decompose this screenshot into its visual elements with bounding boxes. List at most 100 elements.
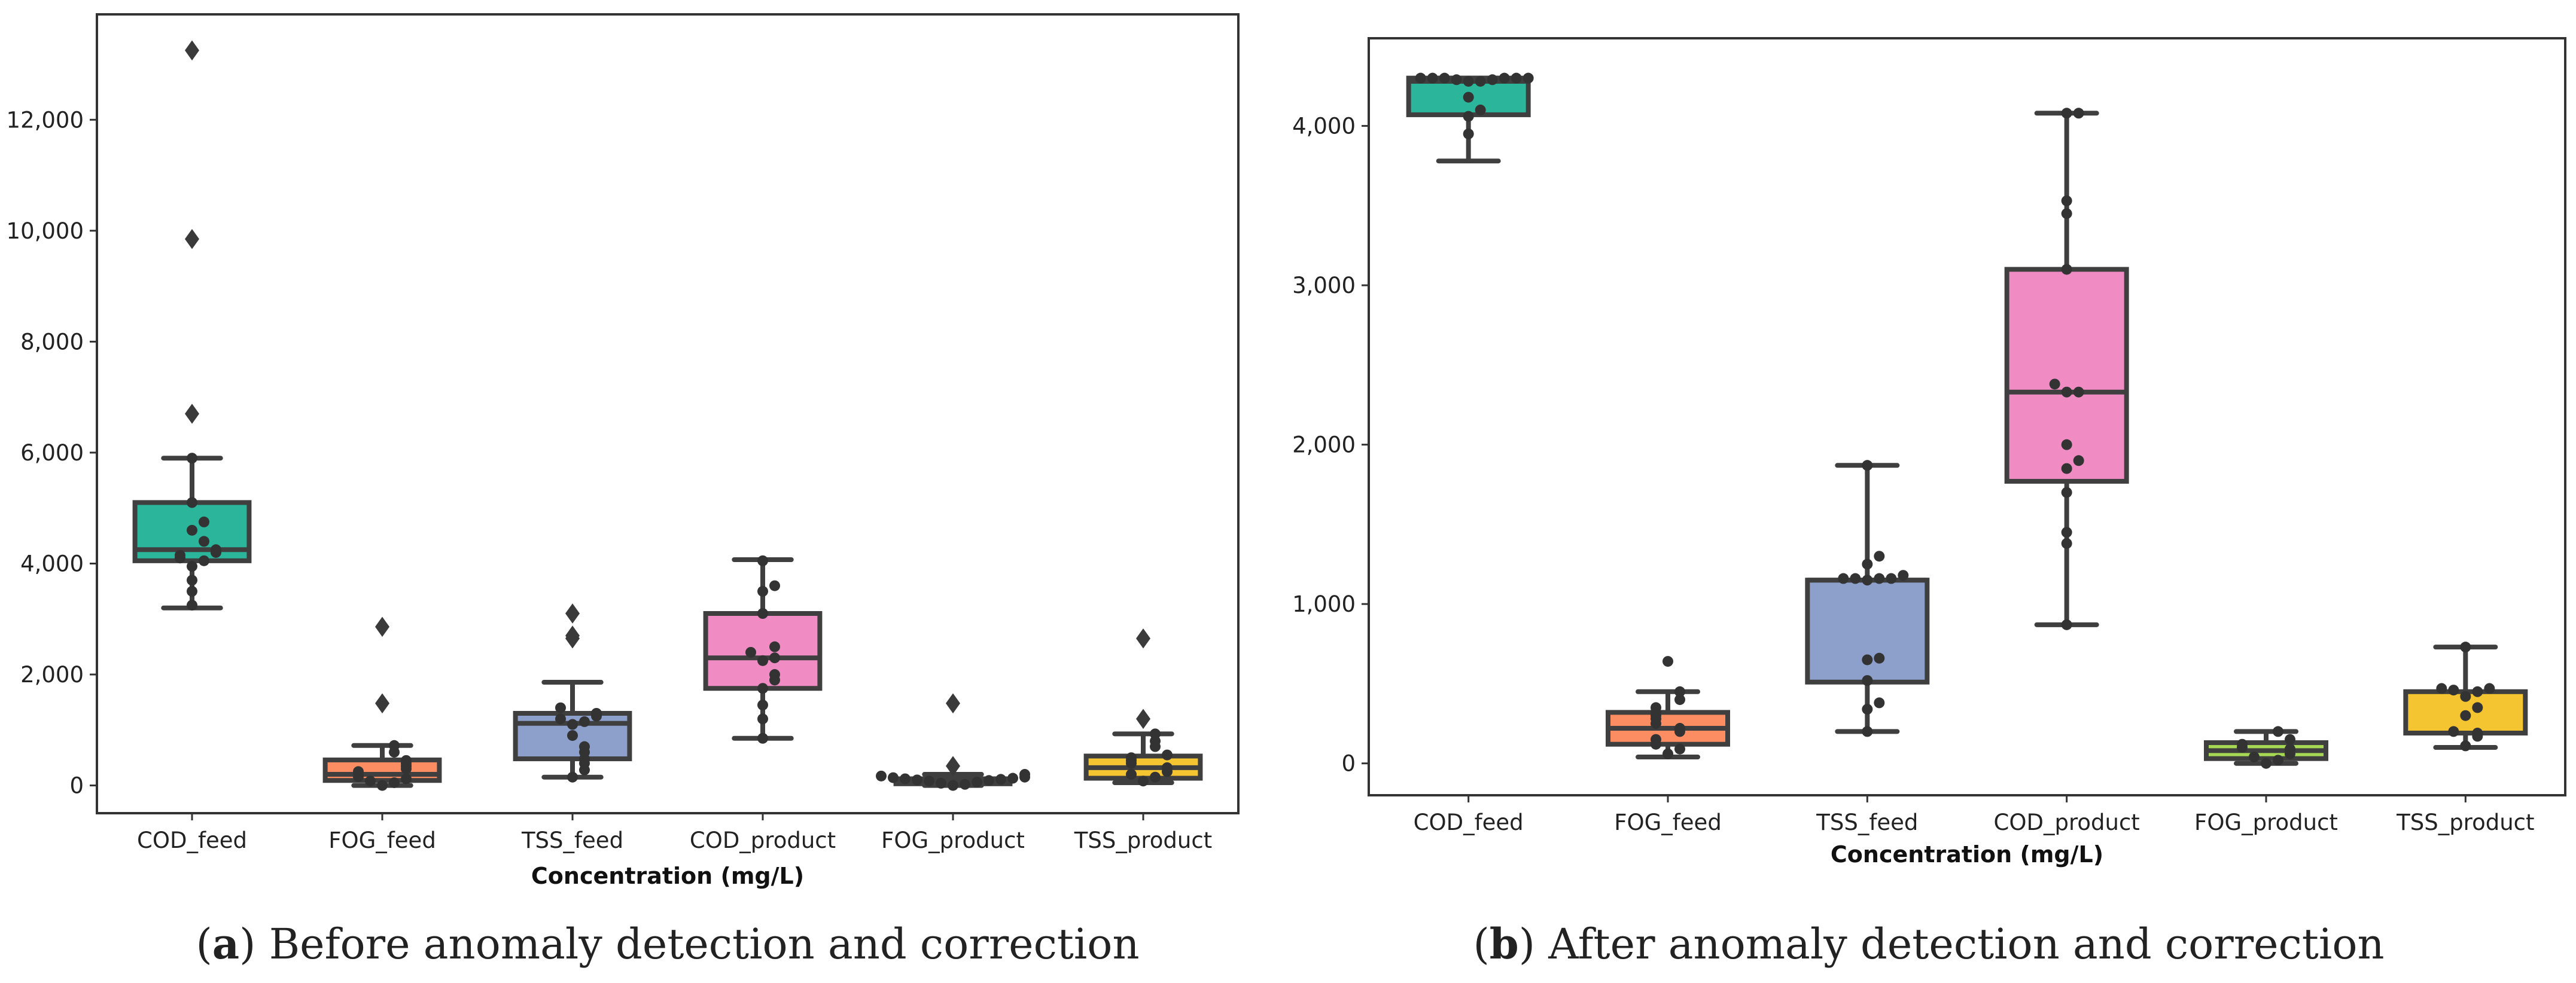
box-FOG_feed <box>322 616 442 791</box>
data-point <box>2061 538 2072 549</box>
data-point <box>900 773 911 784</box>
data-point <box>389 777 400 788</box>
data-point <box>2448 685 2459 696</box>
y-tick-label: 1,000 <box>1292 591 1356 617</box>
data-point <box>757 700 768 711</box>
data-point <box>1463 128 1474 139</box>
data-point <box>1862 558 1873 570</box>
data-point <box>2049 378 2060 390</box>
data-point <box>1838 573 1849 584</box>
data-point <box>187 575 197 586</box>
data-point <box>2261 758 2271 769</box>
data-point <box>769 652 780 664</box>
data-point <box>2273 726 2283 737</box>
box-COD_feed <box>1406 72 1534 164</box>
data-point <box>1126 769 1137 780</box>
outlier-marker <box>185 404 199 424</box>
box-TSS_feed <box>1805 460 1930 737</box>
data-point <box>2061 264 2072 275</box>
outlier-marker <box>946 693 960 714</box>
data-point <box>1463 75 1474 87</box>
data-point <box>567 719 578 730</box>
data-point <box>1415 72 1426 84</box>
data-point <box>1126 752 1137 764</box>
data-point <box>2061 208 2072 219</box>
y-tick-label: 3,000 <box>1292 273 1356 298</box>
data-point <box>199 536 209 547</box>
data-point <box>1662 748 1673 759</box>
data-point <box>1862 704 1873 715</box>
data-point <box>1674 686 1685 697</box>
data-point <box>1138 776 1149 787</box>
y-tick-label: 6,000 <box>20 440 84 466</box>
panel-b-caption-letter: b <box>1490 919 1519 969</box>
data-point <box>187 453 197 464</box>
data-point <box>936 777 946 789</box>
data-point <box>1674 723 1685 734</box>
data-point <box>2285 743 2295 755</box>
data-point <box>745 646 756 658</box>
data-point <box>1451 74 1462 86</box>
data-point <box>2460 691 2471 702</box>
data-point <box>1874 697 1885 709</box>
data-point <box>1523 72 1534 84</box>
data-point <box>389 740 400 751</box>
y-tick-label: 8,000 <box>20 329 84 355</box>
data-point <box>377 780 388 791</box>
x-tick-label: COD_feed <box>1414 810 1524 835</box>
y-tick-label: 2,000 <box>20 662 84 688</box>
data-point <box>1862 654 1873 665</box>
outlier-marker <box>1136 709 1150 729</box>
data-point <box>757 608 768 619</box>
box-COD_product <box>2004 108 2129 630</box>
x-tick-label: FOG_feed <box>328 828 436 853</box>
data-point <box>2061 487 2072 498</box>
panel-a-caption-letter: a <box>212 919 239 969</box>
data-point <box>2472 702 2483 713</box>
x-tick-label: TSS_feed <box>521 828 623 853</box>
data-point <box>1651 702 1661 713</box>
data-point <box>1651 734 1661 745</box>
data-point <box>769 580 780 591</box>
outlier-marker <box>565 603 580 624</box>
box-FOG_product <box>876 693 1030 791</box>
data-point <box>1862 726 1873 737</box>
iqr-box <box>1805 578 1930 685</box>
data-point <box>1862 675 1873 686</box>
panel-a-boxplot: 0 2,000 4,000 6,000 8,000 10,000 12,000 COD_fe… <box>7 13 1240 889</box>
data-point <box>2061 386 2072 398</box>
outlier-marker <box>1136 628 1150 649</box>
panel-a-x-axis-label: Concentration (mg/L) <box>531 863 804 889</box>
data-point <box>757 732 768 744</box>
data-point <box>187 497 197 508</box>
data-point <box>972 777 982 788</box>
data-point <box>2061 527 2072 538</box>
box-TSS_product <box>1083 628 1203 787</box>
outlier-marker <box>946 756 960 776</box>
data-point <box>2460 642 2471 653</box>
panel-b-y-ticks: 0 1,000 2,000 3,000 4,000 <box>1292 114 1369 777</box>
data-point <box>2484 683 2495 694</box>
x-tick-label: COD_product <box>1994 810 2140 835</box>
x-tick-label: TSS_product <box>1074 828 1212 853</box>
data-point <box>1475 104 1486 115</box>
panel-a-caption: (a) Before anomaly detection and correct… <box>196 919 1139 969</box>
box-TSS_product <box>2403 642 2528 752</box>
data-point <box>912 774 922 786</box>
data-point <box>1862 575 1873 586</box>
data-point <box>983 775 994 786</box>
outlier-marker <box>375 693 389 714</box>
data-point <box>2448 726 2459 737</box>
y-tick-label: 0 <box>1341 751 1356 777</box>
data-point <box>187 600 197 611</box>
y-tick-label: 4,000 <box>1292 114 1356 139</box>
data-point <box>555 702 566 713</box>
data-point <box>1007 773 1018 784</box>
outlier-marker <box>375 616 389 637</box>
data-point <box>1475 75 1486 87</box>
data-point <box>2237 738 2248 750</box>
panel-a-boxes <box>132 40 1203 791</box>
data-point <box>948 780 958 791</box>
data-point <box>888 772 899 783</box>
panel-a-plot-frame <box>96 13 1240 814</box>
